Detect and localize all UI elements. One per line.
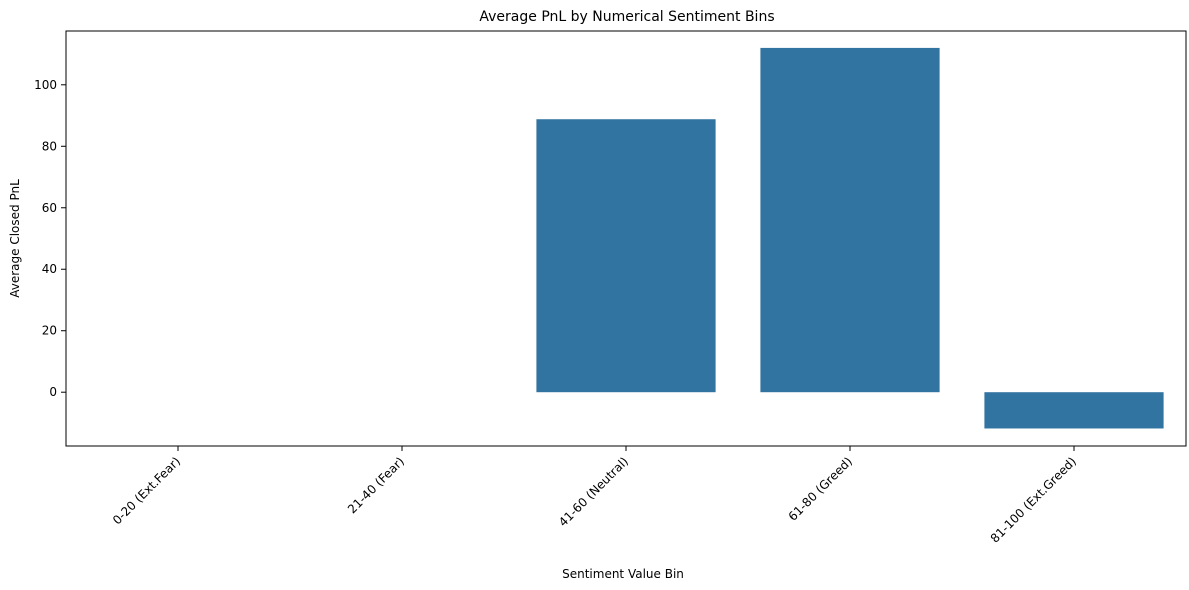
plot-area — [536, 47, 1164, 429]
y-tick-label: 20 — [42, 324, 57, 338]
chart-title: Average PnL by Numerical Sentiment Bins — [479, 9, 774, 25]
bar-4 — [984, 392, 1164, 429]
y-axis: 0 20 40 60 80 100 — [34, 78, 66, 399]
bar-2 — [536, 119, 716, 393]
x-axis: 0-20 (Ext.Fear) 21-40 (Fear) 41-60 (Neutra… — [110, 446, 1079, 546]
y-tick-label: 80 — [42, 139, 57, 153]
y-tick-label: 60 — [42, 201, 57, 215]
x-tick-label: 41-60 (Neutral) — [556, 454, 631, 529]
y-tick-label: 100 — [34, 78, 57, 92]
x-tick-label: 81-100 (Ext.Greed) — [988, 454, 1079, 545]
x-tick-label: 61-80 (Greed) — [786, 454, 856, 524]
y-tick-label: 0 — [49, 385, 57, 399]
bar-3 — [760, 47, 940, 393]
x-tick-label: 21-40 (Fear) — [345, 454, 407, 516]
y-tick-label: 40 — [42, 262, 57, 276]
x-axis-label: Sentiment Value Bin — [562, 567, 684, 581]
y-axis-label: Average Closed PnL — [8, 179, 22, 298]
x-tick-label: 0-20 (Ext.Fear) — [110, 454, 183, 527]
